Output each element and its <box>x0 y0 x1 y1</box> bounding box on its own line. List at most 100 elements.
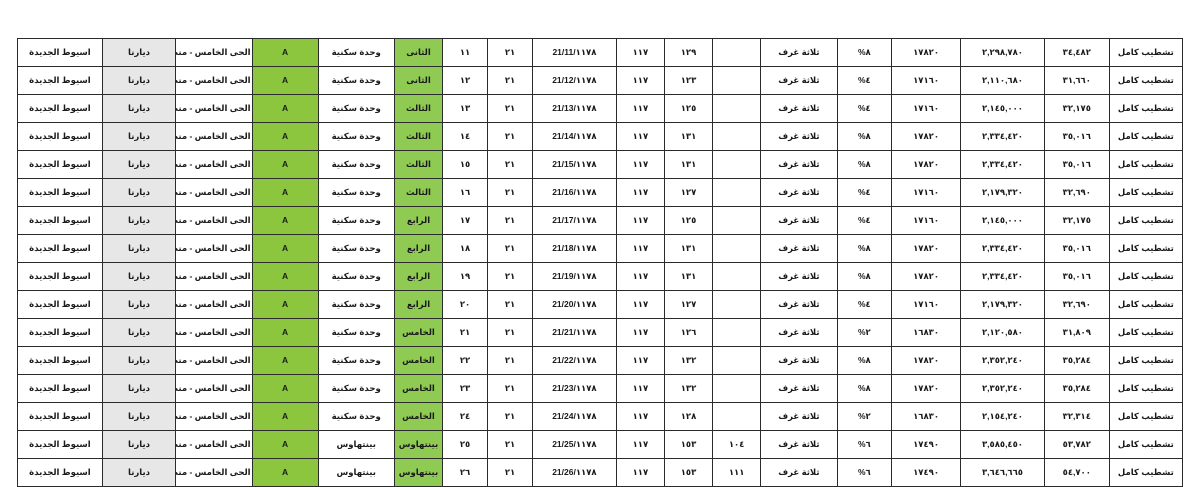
cell-price-per-meter[interactable]: ١٦٨٣٠ <box>891 402 962 431</box>
cell-floor[interactable]: الثالث <box>393 122 444 151</box>
cell-finishing[interactable]: تشطيب كامل <box>1108 94 1184 123</box>
cell-area-1[interactable]: ١١٧ <box>615 374 665 403</box>
cell-percent[interactable]: ٨% <box>836 234 893 263</box>
cell-developer[interactable]: ديارنا <box>101 38 177 67</box>
cell-extra-area[interactable] <box>712 374 762 403</box>
cell-developer[interactable]: ديارنا <box>101 94 177 123</box>
cell-percent[interactable]: ٤% <box>836 290 893 319</box>
cell-area-1[interactable]: ١١٧ <box>615 178 665 207</box>
cell-unit-type[interactable]: وحدة سكنية <box>317 318 395 347</box>
cell-zone[interactable]: الحى الخامس - منطقة ١٣٠٤ فدان <box>175 178 253 207</box>
table-row[interactable]: تشطيب كامل ٣٥,٠١٦ ٢,٣٣٤,٤٢٠ ١٧٨٢٠ ٨% ثلاثة غر… <box>17 122 1184 151</box>
cell-percent[interactable]: ٦% <box>836 430 893 459</box>
cell-developer[interactable]: ديارنا <box>101 150 177 179</box>
cell-unit-code[interactable]: ١١٧٨/21/23 <box>532 374 617 403</box>
cell-rooms[interactable]: ثلاثة غرف <box>760 318 838 347</box>
cell-zone[interactable]: الحى الخامس - منطقة ١٣٠٤ فدان <box>175 38 253 67</box>
cell-rooms[interactable]: ثلاثة غرف <box>760 262 838 291</box>
cell-unit-type[interactable]: وحدة سكنية <box>317 402 395 431</box>
cell-block[interactable]: A <box>251 38 319 67</box>
cell-unit-no[interactable]: ١٧ <box>442 206 489 235</box>
cell-zone[interactable]: الحى الخامس - منطقة ١٣٠٤ فدان <box>175 430 253 459</box>
cell-building-no[interactable]: ٢١ <box>487 430 534 459</box>
cell-developer[interactable]: ديارنا <box>101 346 177 375</box>
cell-area-1[interactable]: ١١٧ <box>615 234 665 263</box>
cell-unit-code[interactable]: ١١٧٨/21/11 <box>532 38 617 67</box>
cell-extra-area[interactable] <box>712 150 762 179</box>
cell-city[interactable]: اسيوط الجديدة <box>17 290 103 319</box>
cell-zone[interactable]: الحى الخامس - منطقة ١٣٠٤ فدان <box>175 374 253 403</box>
cell-area-1[interactable]: ١١٧ <box>615 122 665 151</box>
cell-block[interactable]: A <box>251 122 319 151</box>
cell-floor[interactable]: الخامس <box>393 374 444 403</box>
cell-zone[interactable]: الحى الخامس - منطقة ١٣٠٤ فدان <box>175 234 253 263</box>
cell-rooms[interactable]: ثلاثة غرف <box>760 38 838 67</box>
cell-area-2[interactable]: ١٣١ <box>663 150 714 179</box>
cell-unit-code[interactable]: ١١٧٨/21/13 <box>532 94 617 123</box>
cell-city[interactable]: اسيوط الجديدة <box>17 94 103 123</box>
cell-finishing[interactable]: تشطيب كامل <box>1108 178 1184 207</box>
cell-extra-area[interactable]: ١٠٤ <box>712 430 762 459</box>
cell-building-no[interactable]: ٢١ <box>487 94 534 123</box>
cell-unit-no[interactable]: ١٨ <box>442 234 489 263</box>
cell-area-1[interactable]: ١١٧ <box>615 150 665 179</box>
cell-building-no[interactable]: ٢١ <box>487 346 534 375</box>
cell-developer[interactable]: ديارنا <box>101 374 177 403</box>
cell-unit-type[interactable]: وحدة سكنية <box>317 346 395 375</box>
cell-building-no[interactable]: ٢١ <box>487 402 534 431</box>
cell-rooms[interactable]: ثلاثة غرف <box>760 122 838 151</box>
cell-finishing[interactable]: تشطيب كامل <box>1108 122 1184 151</box>
cell-price-per-meter[interactable]: ١٧٨٢٠ <box>891 374 962 403</box>
cell-area-2[interactable]: ١٣٢ <box>663 346 714 375</box>
cell-total-price[interactable]: ٣,٦٤٦,٦٦٥ <box>960 458 1045 487</box>
cell-price-per-meter[interactable]: ١٧٨٢٠ <box>891 262 962 291</box>
cell-extra-area[interactable] <box>712 94 762 123</box>
cell-building-no[interactable]: ٢١ <box>487 318 534 347</box>
cell-finishing[interactable]: تشطيب كامل <box>1108 402 1184 431</box>
cell-unit-code[interactable]: ١١٧٨/21/25 <box>532 430 617 459</box>
cell-floor[interactable]: الثانى <box>393 38 444 67</box>
cell-rooms[interactable]: ثلاثة غرف <box>760 206 838 235</box>
cell-building-no[interactable]: ٢١ <box>487 122 534 151</box>
cell-block[interactable]: A <box>251 290 319 319</box>
table-row[interactable]: تشطيب كامل ٣٢,٦٩٠ ٢,١٧٩,٣٢٠ ١٧١٦٠ ٤% ثلاثة غر… <box>17 290 1184 319</box>
cell-unit-type[interactable]: وحدة سكنية <box>317 94 395 123</box>
cell-down-payment[interactable]: ٣٥,٠١٦ <box>1043 234 1110 263</box>
cell-unit-type[interactable]: وحدة سكنية <box>317 38 395 67</box>
cell-block[interactable]: A <box>251 150 319 179</box>
cell-percent[interactable]: ٨% <box>836 38 893 67</box>
cell-area-2[interactable]: ١٣١ <box>663 262 714 291</box>
cell-unit-type[interactable]: وحدة سكنية <box>317 374 395 403</box>
cell-area-1[interactable]: ١١٧ <box>615 206 665 235</box>
cell-rooms[interactable]: ثلاثة غرف <box>760 178 838 207</box>
cell-finishing[interactable]: تشطيب كامل <box>1108 374 1184 403</box>
cell-building-no[interactable]: ٢١ <box>487 458 534 487</box>
cell-area-2[interactable]: ١٣١ <box>663 122 714 151</box>
cell-unit-type[interactable]: وحدة سكنية <box>317 150 395 179</box>
cell-block[interactable]: A <box>251 458 319 487</box>
cell-total-price[interactable]: ٢,٣٥٢,٢٤٠ <box>960 346 1045 375</box>
cell-unit-no[interactable]: ٢٦ <box>442 458 489 487</box>
cell-rooms[interactable]: ثلاثة غرف <box>760 374 838 403</box>
cell-floor[interactable]: الخامس <box>393 318 444 347</box>
cell-area-2[interactable]: ١٣٢ <box>663 374 714 403</box>
cell-percent[interactable]: ٨% <box>836 262 893 291</box>
cell-unit-type[interactable]: بينتهاوس <box>317 430 395 459</box>
cell-finishing[interactable]: تشطيب كامل <box>1108 38 1184 67</box>
cell-rooms[interactable]: ثلاثة غرف <box>760 430 838 459</box>
cell-extra-area[interactable] <box>712 234 762 263</box>
table-row[interactable]: تشطيب كامل ٣٢,١٧٥ ٢,١٤٥,٠٠٠ ١٧١٦٠ ٤% ثلاثة غر… <box>17 94 1184 123</box>
cell-unit-type[interactable]: بينتهاوس <box>317 458 395 487</box>
cell-total-price[interactable]: ٣,٥٨٥,٤٥٠ <box>960 430 1045 459</box>
cell-block[interactable]: A <box>251 318 319 347</box>
cell-extra-area[interactable] <box>712 122 762 151</box>
cell-block[interactable]: A <box>251 374 319 403</box>
cell-unit-no[interactable]: ١٣ <box>442 94 489 123</box>
cell-zone[interactable]: الحى الخامس - منطقة ١٣٠٤ فدان <box>175 206 253 235</box>
cell-down-payment[interactable]: ٣٢,٦٩٠ <box>1043 178 1110 207</box>
cell-down-payment[interactable]: ٥٣,٧٨٢ <box>1043 430 1110 459</box>
cell-unit-code[interactable]: ١١٧٨/21/24 <box>532 402 617 431</box>
cell-developer[interactable]: ديارنا <box>101 122 177 151</box>
cell-price-per-meter[interactable]: ١٧١٦٠ <box>891 206 962 235</box>
cell-extra-area[interactable] <box>712 290 762 319</box>
